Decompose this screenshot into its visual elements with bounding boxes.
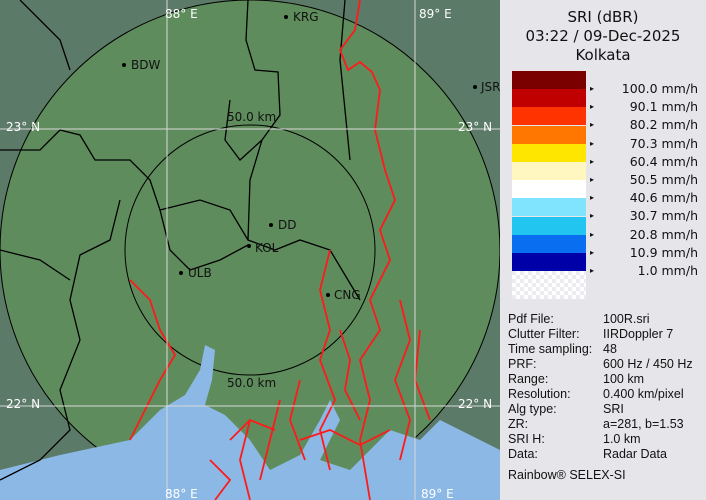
lat-label-23-left: 23° N	[6, 120, 40, 134]
svg-text:CNG: CNG	[334, 288, 361, 302]
legend-label: 40.6 mm/h	[588, 190, 698, 205]
city-dd: DD	[269, 218, 296, 232]
no-data-swatch	[512, 271, 586, 300]
city-jsr: JSR	[473, 80, 500, 94]
city-krg: KRG	[284, 10, 319, 24]
legend-label: 80.2 mm/h	[588, 117, 698, 132]
radar-info: Pdf File: 100R.sri Clutter Filter: IIRDoppl…	[508, 312, 693, 462]
legend-swatch	[512, 253, 586, 271]
info-row: ZR: a=281, b=1.53	[508, 417, 693, 432]
range-ring-100km	[0, 0, 500, 500]
info-key: Clutter Filter:	[508, 327, 580, 341]
legend-label: 10.9 mm/h	[588, 245, 698, 260]
legend-swatch	[512, 234, 586, 253]
info-key: SRI H:	[508, 432, 545, 446]
legend-swatch	[512, 198, 586, 217]
info-key: Time sampling:	[508, 342, 593, 356]
svg-text:KOL: KOL	[255, 241, 279, 255]
legend-label: 30.7 mm/h	[588, 208, 698, 223]
lon-label-89-bottom: 89° E	[421, 487, 454, 500]
station-name: Kolkata	[575, 46, 631, 64]
legend-swatch	[512, 216, 586, 235]
legend-label: 70.3 mm/h	[588, 136, 698, 151]
info-value: 100R.sri	[603, 312, 650, 326]
info-row: Resolution: 0.400 km/pixel	[508, 387, 693, 402]
info-row: Range: 100 km	[508, 372, 693, 387]
legend-swatch	[512, 180, 586, 199]
radar-map[interactable]: 88° E 89° E 88° E 89° E 23° N 23° N 22° …	[0, 0, 500, 500]
info-value: 48	[603, 342, 617, 356]
legend-panel: SRI (dBR) 03:22 / 09-Dec-2025 Kolkata 10…	[500, 0, 706, 500]
legend-label: 1.0 mm/h	[588, 263, 698, 278]
info-value: Radar Data	[603, 447, 667, 461]
timestamp: 03:22 / 09-Dec-2025	[525, 27, 681, 45]
info-key: ZR:	[508, 417, 529, 431]
info-key: Resolution:	[508, 387, 571, 401]
info-row: PRF: 600 Hz / 450 Hz	[508, 357, 693, 372]
info-value: 0.400 km/pixel	[603, 387, 684, 401]
city-bdw: BDW	[122, 58, 160, 72]
lat-label-22-right: 22° N	[458, 397, 492, 411]
city-ulb: ULB	[179, 266, 212, 280]
info-value: IIRDoppler 7	[603, 327, 674, 341]
rivers	[129, 0, 431, 500]
range-ring-50km	[124, 124, 376, 376]
info-value: 100 km	[603, 372, 644, 386]
info-value: SRI	[603, 402, 624, 416]
info-key: Data:	[508, 447, 538, 461]
info-key: Alg type:	[508, 402, 557, 416]
estuary-water	[150, 400, 195, 470]
legend-label: 20.8 mm/h	[588, 227, 698, 242]
brand-label: Rainbow® SELEX-SI	[508, 468, 626, 482]
lon-label-88-bottom: 88° E	[165, 487, 198, 500]
info-row: Pdf File: 100R.sri	[508, 312, 693, 327]
legend-swatch	[512, 107, 586, 126]
lon-label-89-top: 89° E	[419, 7, 452, 21]
legend-label: 50.5 mm/h	[588, 172, 698, 187]
info-row: SRI H: 1.0 km	[508, 432, 693, 447]
lat-label-23-right: 23° N	[458, 120, 492, 134]
ring-label-bottom: 50.0 km	[227, 376, 276, 390]
info-key: PRF:	[508, 357, 537, 371]
svg-text:ULB: ULB	[188, 266, 212, 280]
info-row: Data: Radar Data	[508, 447, 693, 462]
legend-label: 100.0 mm/h	[588, 81, 698, 96]
svg-text:DD: DD	[278, 218, 296, 232]
info-value: 1.0 km	[603, 432, 641, 446]
info-row: Clutter Filter: IIRDoppler 7	[508, 327, 693, 342]
info-value: a=281, b=1.53	[603, 417, 684, 431]
info-key: Pdf File:	[508, 312, 554, 326]
graticule	[0, 0, 500, 500]
ring-label-top: 50.0 km	[227, 110, 276, 124]
legend-swatch	[512, 71, 586, 89]
legend-swatch	[512, 143, 586, 162]
info-row: Alg type: SRI	[508, 402, 693, 417]
bay-of-bengal-water	[0, 345, 500, 500]
legend-label: 60.4 mm/h	[588, 154, 698, 169]
lon-label-88-top: 88° E	[165, 7, 198, 21]
product-title: SRI (dBR)	[567, 8, 639, 26]
svg-text:BDW: BDW	[131, 58, 160, 72]
svg-text:KRG: KRG	[293, 10, 319, 24]
svg-text:JSR: JSR	[480, 80, 500, 94]
city-kol: KOL	[247, 241, 279, 255]
legend-label: 90.1 mm/h	[588, 99, 698, 114]
info-value: 600 Hz / 450 Hz	[603, 357, 693, 371]
city-cng: CNG	[326, 288, 361, 302]
info-key: Range:	[508, 372, 549, 386]
legend-swatch	[512, 162, 586, 180]
lat-label-22-left: 22° N	[6, 397, 40, 411]
district-borders	[0, 0, 361, 481]
info-row: Time sampling: 48	[508, 342, 693, 357]
legend-swatch	[512, 125, 586, 144]
legend-swatch	[512, 89, 586, 108]
